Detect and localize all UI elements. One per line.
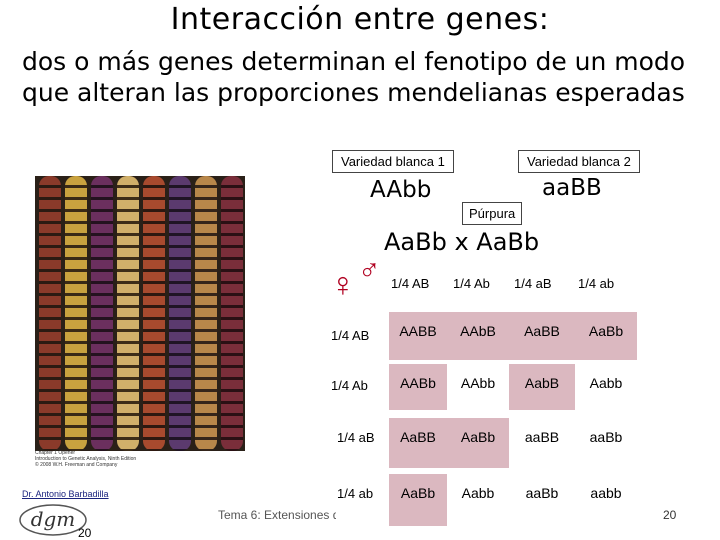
corn-kernel-column	[195, 176, 217, 451]
genotype-variety-2: aaBB	[542, 175, 602, 201]
variety-label-2: Variedad blanca 2	[518, 150, 640, 173]
genotype-variety-1: AAbb	[370, 177, 432, 203]
dgm-logo: dgm	[19, 504, 87, 536]
punnett-cell: AAbb	[460, 375, 496, 391]
punnett-cell: aaBb	[589, 429, 623, 445]
punnett-cell: AaBb	[389, 474, 447, 526]
punnett-cell: aaBB	[524, 429, 560, 445]
punnett-cell: Aabb	[461, 485, 495, 501]
corn-photo	[35, 176, 245, 451]
punnett-cell: AAbB	[447, 312, 509, 360]
page-number: 20	[663, 508, 677, 522]
female-symbol: ♀	[330, 266, 356, 304]
corn-kernel-column	[39, 176, 61, 451]
corn-kernel-column	[169, 176, 191, 451]
female-gamete-header: 1/4 AB	[331, 328, 370, 343]
cross-notation: AaBb x AaBb	[384, 228, 540, 256]
female-gamete-header: 1/4 Ab	[331, 378, 368, 393]
punnett-cell: AABB	[389, 312, 447, 360]
purple-label: Púrpura	[462, 202, 523, 225]
punnett-cell: Aabb	[589, 375, 623, 391]
corn-kernel-column	[91, 176, 113, 451]
female-gamete-header: 1/4 aB	[337, 430, 375, 445]
punnett-cell: aabb	[590, 485, 622, 501]
punnett-square: 1/4 AB 1/4 Ab 1/4 aB 1/4 ab 1/4 AB 1/4 A…	[323, 264, 643, 530]
small-page-number: 20	[78, 526, 92, 540]
punnett-cell: AaBb	[447, 418, 509, 468]
male-gamete-header: 1/4 aB	[514, 276, 552, 291]
male-gamete-header: 1/4 Ab	[453, 276, 490, 291]
punnett-cell: AaBB	[389, 418, 447, 468]
punnett-cell: AaBB	[509, 312, 575, 360]
footer-text: Tema 6: Extensiones del	[218, 508, 336, 522]
punnett-cell: AABb	[389, 364, 447, 410]
photo-caption: Chapter 1 Opener Introduction to Genetic…	[35, 450, 137, 468]
logo-text: dgm	[31, 507, 76, 531]
female-gamete-header: 1/4 ab	[337, 486, 374, 501]
corn-kernel-column	[221, 176, 243, 451]
corn-kernel-column	[65, 176, 87, 451]
punnett-cell: AaBb	[575, 312, 637, 360]
slide-title: Interacción entre genes:	[170, 2, 550, 37]
male-gamete-header: 1/4 ab	[578, 276, 615, 291]
male-gamete-header: 1/4 AB	[391, 276, 430, 291]
punnett-cell: aaBb	[525, 485, 559, 501]
author-link[interactable]: Dr. Antonio Barbadilla	[22, 489, 109, 499]
male-symbol: ♂	[358, 254, 381, 287]
variety-label-1: Variedad blanca 1	[332, 150, 454, 173]
punnett-cell: AabB	[509, 364, 575, 410]
slide-subtitle: dos o más genes determinan el fenotipo d…	[22, 47, 686, 107]
corn-kernel-column	[117, 176, 139, 451]
corn-kernel-column	[143, 176, 165, 451]
